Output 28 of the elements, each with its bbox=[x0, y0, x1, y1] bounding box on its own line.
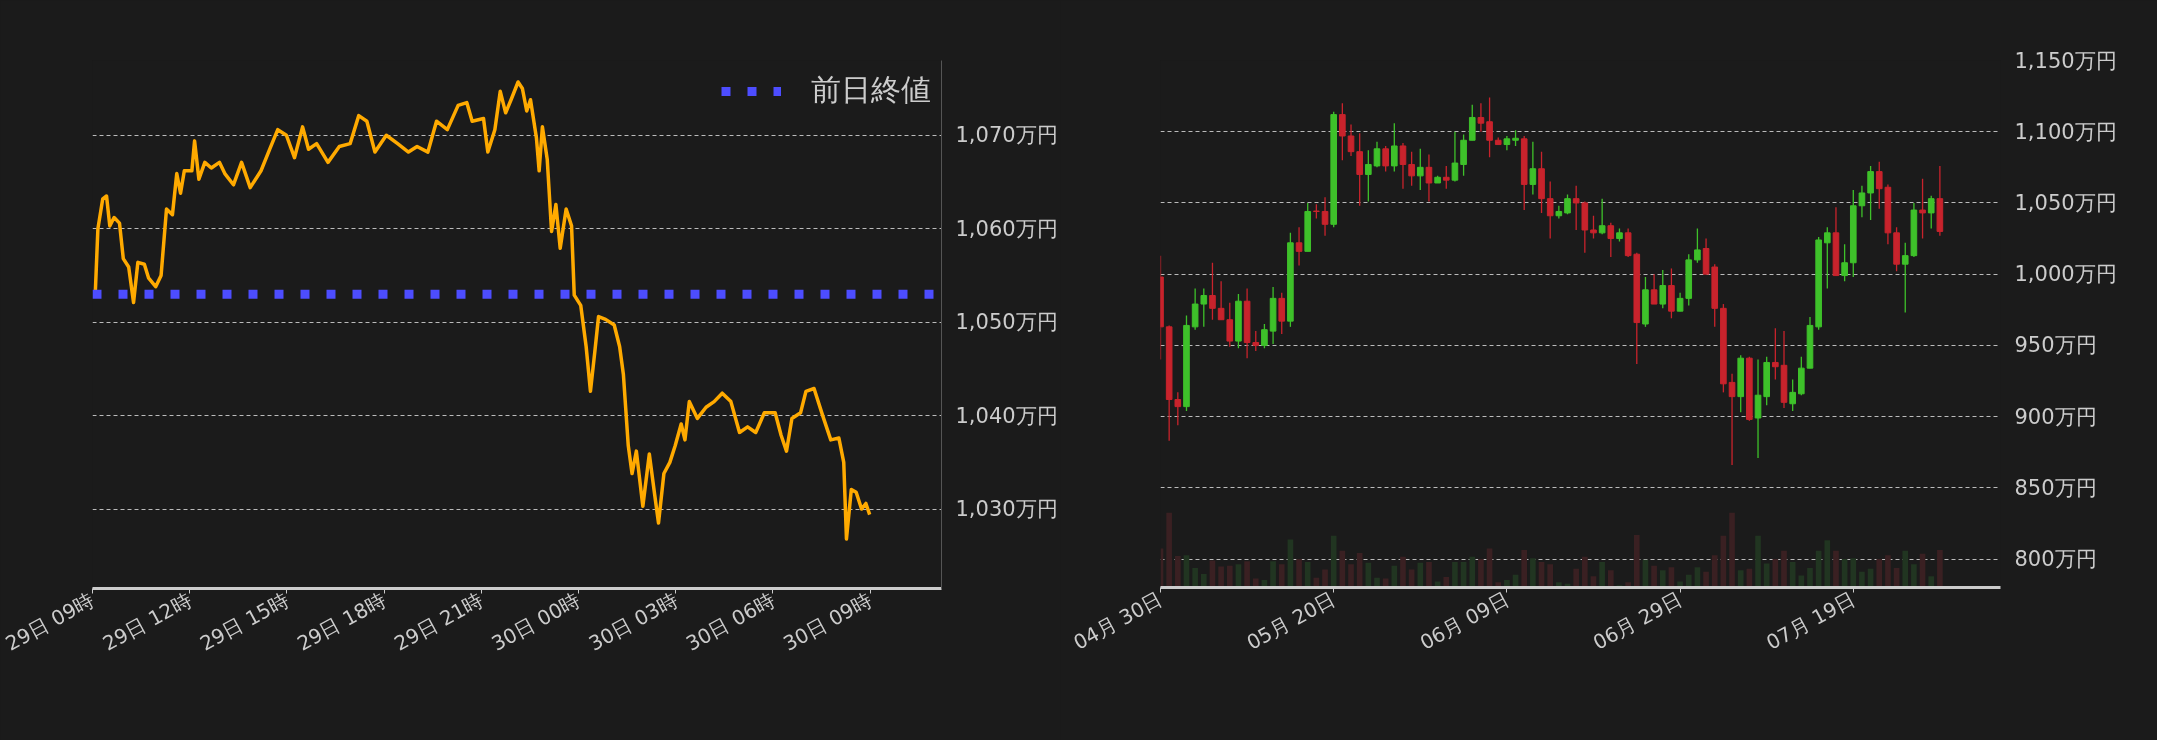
x-tick-label: 29日 15時 bbox=[195, 587, 293, 656]
y-tick-label: 1,050万円 bbox=[2014, 190, 2117, 215]
y-tick-label: 1,060万円 bbox=[955, 216, 1058, 241]
x-tick-label: 29日 12時 bbox=[98, 587, 196, 656]
y-tick-label: 1,030万円 bbox=[955, 497, 1058, 522]
x-tick-label: 06月 09日 bbox=[1415, 586, 1513, 655]
y-tick-label: 900万円 bbox=[2014, 404, 2097, 429]
y-tick-label: 950万円 bbox=[2014, 333, 2097, 358]
y-tick-label: 1,100万円 bbox=[2014, 119, 2117, 144]
x-tick-label: 07月 19日 bbox=[1762, 586, 1860, 655]
x-tick-label: 06月 29日 bbox=[1588, 586, 1686, 655]
legend-label: 前日終値 bbox=[811, 71, 931, 109]
x-tick-label: 29日 21時 bbox=[390, 587, 488, 656]
y-tick-label: 1,150万円 bbox=[2014, 48, 2117, 73]
y-tick-label: 850万円 bbox=[2014, 475, 2097, 500]
x-tick-label: 05月 20日 bbox=[1242, 586, 1340, 655]
y-tick-label: 1,050万円 bbox=[955, 310, 1058, 335]
x-tick-label: 30日 06時 bbox=[681, 587, 779, 656]
x-tick-label: 30日 00時 bbox=[487, 587, 585, 656]
y-tick-label: 800万円 bbox=[2014, 547, 2097, 572]
y-tick-label: 1,000万円 bbox=[2014, 262, 2117, 287]
y-tick-label: 1,070万円 bbox=[955, 123, 1058, 148]
y-tick-label: 1,040万円 bbox=[955, 403, 1058, 428]
x-tick-label: 04月 30日 bbox=[1069, 586, 1167, 655]
x-tick-label: 29日 18時 bbox=[293, 587, 390, 656]
x-tick-label: 30日 09時 bbox=[779, 587, 876, 656]
x-tick-label: 29日 09時 bbox=[1, 587, 99, 656]
x-tick-label: 30日 03時 bbox=[584, 587, 682, 656]
